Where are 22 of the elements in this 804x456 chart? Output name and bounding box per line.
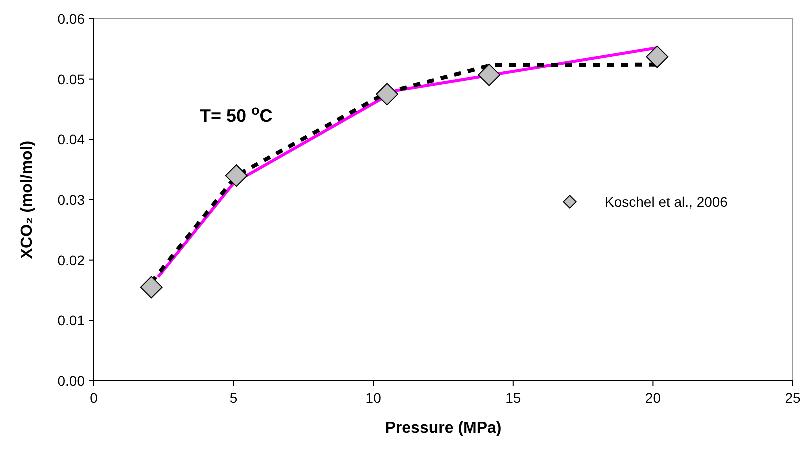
x-tick-label: 10: [366, 390, 382, 406]
y-tick-label: 0.05: [58, 71, 86, 88]
y-tick-label: 0.00: [58, 373, 86, 389]
point: [140, 276, 163, 299]
y-tick-label: 0.02: [58, 252, 86, 268]
point: [376, 83, 399, 106]
x-tick-label: 0: [90, 390, 98, 406]
x-tick-label: 15: [506, 390, 522, 406]
y-tick-label: 0.01: [58, 312, 86, 329]
annotation: T= 50 $^{o}$C: [200, 102, 273, 126]
x-tick-label: 25: [785, 390, 801, 406]
legend-label: Koschel et al., 2006: [605, 194, 728, 210]
y-tick-label: 0.03: [58, 192, 86, 208]
y-tick-label: 0.06: [58, 11, 86, 27]
point: [478, 64, 501, 86]
x-axis-title: Pressure (MPa): [385, 420, 502, 437]
x-tick-label: 20: [645, 390, 662, 406]
point: [646, 46, 669, 68]
x-tick-label: 5: [230, 390, 238, 406]
y-axis-title: XCO₂ (mol/mol): [19, 140, 36, 260]
y-tick-label: 0.04: [58, 132, 86, 148]
point: [225, 164, 248, 188]
